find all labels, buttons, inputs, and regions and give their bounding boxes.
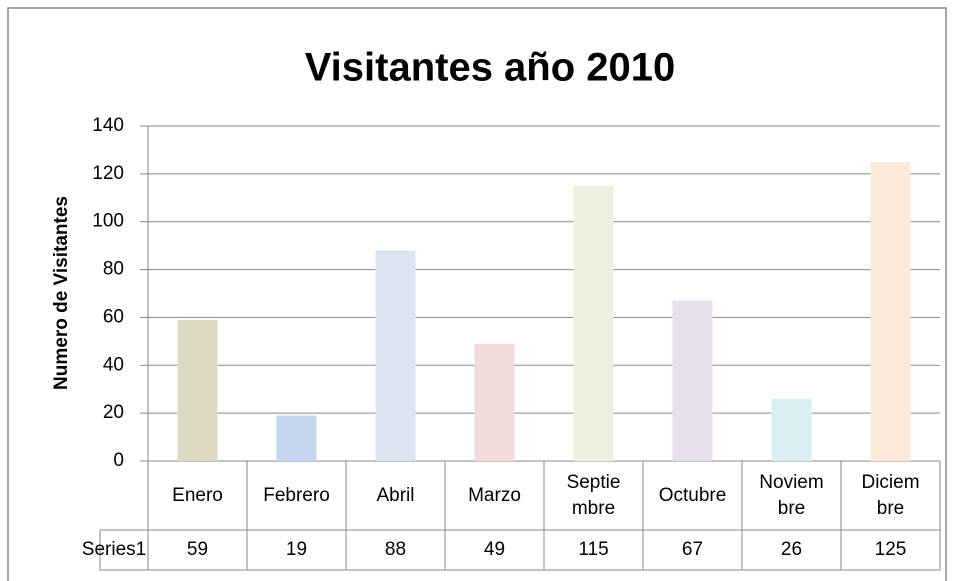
y-tick-label: 120: [92, 163, 124, 184]
x-tick-label-box: Noviembre: [742, 462, 841, 529]
x-tick-label-box: Febrero: [247, 462, 346, 529]
x-tick-label-cell: Septiembre: [544, 462, 643, 529]
x-tick-label-cell: Marzo: [445, 462, 544, 529]
x-tick-label: Noviembre: [759, 472, 824, 519]
x-tick-label: Octubre: [658, 485, 727, 506]
x-tick-label: Diciembre: [861, 472, 920, 519]
legend-label: Series1: [82, 539, 146, 560]
data-table-value: 88: [385, 539, 406, 560]
y-tick-label: 0: [113, 450, 124, 471]
y-tick-label: 140: [92, 115, 124, 136]
bar: [474, 343, 515, 461]
y-tick-label: 100: [92, 211, 124, 232]
x-tick-label-cell: Octubre: [643, 462, 742, 529]
x-tick-label-cell: Abril: [346, 462, 445, 529]
bar: [771, 398, 812, 461]
x-tick-label-box: Marzo: [445, 462, 544, 529]
data-table-value: 115: [578, 539, 608, 560]
data-table-value: 59: [187, 539, 208, 560]
data-table-value: 19: [286, 539, 307, 560]
y-tick-label: 80: [103, 259, 124, 280]
x-tick-label: Enero: [172, 485, 223, 506]
x-tick-label-cell: Enero: [148, 462, 247, 529]
y-tick-label: 60: [103, 306, 124, 327]
x-tick-label-cell: Diciembre: [841, 462, 940, 529]
chart-title: Visitantes año 2010: [305, 46, 676, 90]
chart-border: [7, 7, 947, 581]
data-table-value: 67: [682, 539, 703, 560]
x-tick-label: Febrero: [263, 485, 330, 506]
y-tick-label: 40: [103, 354, 124, 375]
bar: [177, 319, 218, 461]
x-tick-label-box: Octubre: [643, 462, 742, 529]
x-tick-label-cell: Noviembre: [742, 462, 841, 529]
y-tick-label: 20: [103, 402, 124, 423]
y-axis-label: Numero de Visitantes: [51, 196, 72, 390]
x-tick-label: Marzo: [468, 485, 521, 506]
bar: [375, 250, 416, 461]
x-tick-label-box: Diciembre: [841, 462, 940, 529]
x-tick-label-box: Enero: [148, 462, 247, 529]
x-tick-label: Septiembre: [566, 472, 621, 519]
bar: [276, 415, 317, 461]
x-tick-label-cell: Febrero: [247, 462, 346, 529]
bar: [672, 300, 713, 461]
data-table-value: 26: [781, 539, 802, 560]
x-tick-label-box: Septiembre: [544, 462, 643, 529]
x-tick-label: Abril: [376, 485, 415, 506]
data-table-value: 125: [875, 539, 907, 560]
x-tick-label-box: Abril: [346, 462, 445, 529]
bar: [573, 185, 614, 462]
data-table-value: 49: [484, 539, 505, 560]
bar: [870, 161, 911, 461]
